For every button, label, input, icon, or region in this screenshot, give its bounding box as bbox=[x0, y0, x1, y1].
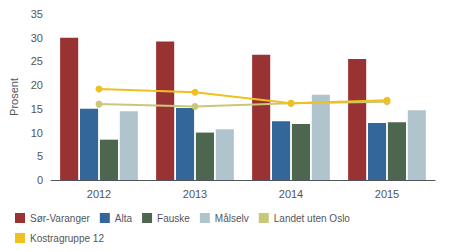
svg-text:2012: 2012 bbox=[87, 188, 111, 200]
svg-text:Kostragruppe 12: Kostragruppe 12 bbox=[30, 233, 104, 244]
svg-text:Alta: Alta bbox=[115, 213, 133, 224]
svg-text:20: 20 bbox=[31, 79, 43, 91]
svg-text:Fauske: Fauske bbox=[157, 213, 190, 224]
svg-text:2015: 2015 bbox=[375, 188, 399, 200]
svg-text:Landet uten Oslo: Landet uten Oslo bbox=[274, 213, 351, 224]
svg-text:35: 35 bbox=[31, 8, 43, 20]
svg-text:Målselv: Målselv bbox=[215, 213, 249, 224]
svg-text:5: 5 bbox=[37, 150, 43, 162]
svg-text:15: 15 bbox=[31, 103, 43, 115]
svg-text:2014: 2014 bbox=[279, 188, 303, 200]
svg-text:10: 10 bbox=[31, 127, 43, 139]
svg-text:Prosent: Prosent bbox=[8, 78, 20, 116]
svg-text:Sør-Varanger: Sør-Varanger bbox=[30, 213, 91, 224]
svg-text:25: 25 bbox=[31, 55, 43, 67]
svg-text:0: 0 bbox=[37, 174, 43, 186]
svg-text:30: 30 bbox=[31, 32, 43, 44]
svg-text:2013: 2013 bbox=[183, 188, 207, 200]
